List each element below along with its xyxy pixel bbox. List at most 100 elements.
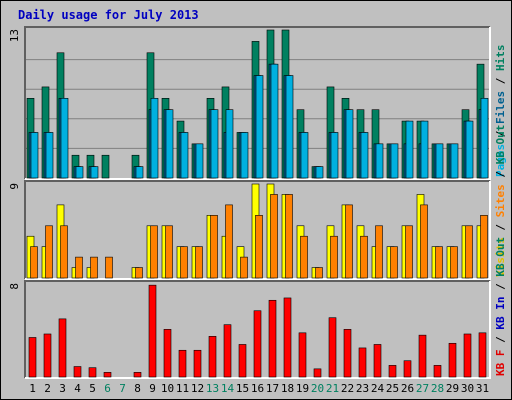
- bar-pages-day-17: [270, 63, 279, 179]
- bar-sites-day-15: [240, 256, 248, 279]
- x-label-day-31: 31: [476, 382, 489, 395]
- x-label-day-12: 12: [191, 382, 204, 395]
- legend-entry: Files: [494, 91, 507, 124]
- x-label-day-6: 6: [104, 382, 111, 395]
- bar-sites-day-19: [300, 235, 308, 279]
- x-axis-labels: 1 2 3 4 5 6 7 8 9 10 11 12 13 14 15 16 17 18 19 20 21 22 23 24 2…: [29, 382, 489, 395]
- x-label-day-11: 11: [176, 382, 189, 395]
- panel-1-shadow-edge: [24, 26, 490, 179]
- bar-kb-f-day-5: [88, 367, 97, 378]
- x-label-day-24: 24: [371, 382, 385, 395]
- bar-pages-day-27: [420, 120, 429, 179]
- bar-pages-day-2: [45, 132, 54, 179]
- bar-pages-day-22: [345, 109, 354, 179]
- bar-kb-f-day-4: [73, 366, 82, 378]
- bar-kb-f-day-28: [433, 365, 442, 378]
- bar-sites-day-16: [255, 215, 263, 279]
- bar-sites-day-21: [330, 235, 338, 279]
- x-label-day-3: 3: [59, 382, 66, 395]
- legend-entry: /: [494, 217, 507, 237]
- bar-kb-f-day-29: [448, 342, 457, 378]
- panel-3-highlight-edge: [25, 281, 491, 379]
- x-label-day-13: 13: [206, 382, 219, 395]
- bar-sites-day-13: [210, 215, 218, 279]
- panel-2-legend: Visits / Sites / KB Out: [494, 125, 507, 277]
- panel-2-highlight-edge: [25, 181, 491, 280]
- bar-hits-day-6: [101, 154, 110, 179]
- panel-2-ymax-label: 9: [8, 183, 21, 190]
- x-label-day-9: 9: [149, 382, 156, 395]
- x-label-day-23: 23: [356, 382, 369, 395]
- x-label-day-14: 14: [221, 382, 235, 395]
- bar-pages-day-4: [75, 166, 84, 179]
- bar-kb-f-day-6: [103, 372, 112, 378]
- legend-entry: /: [494, 124, 507, 144]
- bar-sites-day-9: [150, 225, 158, 279]
- bar-kb-f-day-24: [373, 344, 382, 378]
- bar-pages-day-20: [315, 166, 324, 179]
- x-label-day-8: 8: [134, 382, 141, 395]
- bar-kb-f-day-9: [148, 284, 157, 378]
- bar-kb-f-day-16: [253, 310, 262, 378]
- bar-sites-day-14: [225, 204, 233, 279]
- legend-entry: Hits: [494, 45, 507, 72]
- panel-3-shadow-edge: [24, 280, 490, 378]
- bar-sites-day-1: [30, 246, 38, 279]
- bar-pages-day-9: [150, 98, 159, 179]
- panel-2-shadow-edge: [24, 180, 490, 279]
- x-label-day-1: 1: [29, 382, 36, 395]
- x-label-day-16: 16: [251, 382, 264, 395]
- bar-pages-day-24: [375, 143, 384, 179]
- bar-pages-day-31: [480, 98, 489, 179]
- bar-kb-f-day-31: [478, 332, 487, 378]
- bar-sites-day-31: [480, 215, 488, 279]
- bar-sites-day-22: [345, 204, 353, 279]
- bar-sites-day-24: [375, 225, 383, 279]
- legend-entry: KB In: [494, 297, 507, 330]
- panel-3: 8 KB F / KB In / KB Out: [8, 237, 507, 379]
- x-label-day-5: 5: [89, 382, 96, 395]
- bar-kb-f-day-22: [343, 329, 352, 378]
- bar-pages-day-10: [165, 109, 174, 179]
- legend-entry: KB F: [494, 350, 507, 377]
- x-label-day-2: 2: [44, 382, 51, 395]
- bar-pages-day-16: [255, 75, 264, 179]
- bar-sites-day-26: [405, 225, 413, 279]
- bar-kb-f-day-17: [268, 299, 277, 378]
- bar-sites-day-8: [135, 267, 143, 279]
- bar-pages-day-8: [135, 166, 144, 179]
- bar-kb-f-day-19: [298, 332, 307, 378]
- x-label-day-26: 26: [401, 382, 414, 395]
- x-label-day-20: 20: [311, 382, 324, 395]
- legend-entry: /: [494, 330, 507, 350]
- bar-pages-day-30: [465, 120, 474, 179]
- x-label-day-17: 17: [266, 382, 279, 395]
- panel-1-highlight-edge: [25, 27, 491, 180]
- bar-pages-day-12: [195, 143, 204, 179]
- bar-sites-day-6: [105, 256, 113, 279]
- x-label-day-22: 22: [341, 382, 354, 395]
- legend-entry: Pages: [494, 144, 507, 177]
- panel-3-ymax-label: 8: [8, 283, 21, 290]
- panel-3-legend: KB F / KB In / KB Out: [494, 237, 507, 376]
- bar-sites-day-10: [165, 225, 173, 279]
- chart-panels: 13 Pages / Files / Hits 9 Visits / Sites / …: [8, 26, 507, 379]
- x-label-day-15: 15: [236, 382, 249, 395]
- bar-pages-day-13: [210, 109, 219, 179]
- x-label-day-4: 4: [74, 382, 81, 395]
- bar-kb-f-day-12: [193, 349, 202, 378]
- bar-sites-day-20: [315, 267, 323, 279]
- bar-sites-day-28: [435, 246, 443, 279]
- x-label-day-21: 21: [326, 382, 339, 395]
- legend-entry: KB Out: [494, 125, 507, 165]
- x-label-day-19: 19: [296, 382, 309, 395]
- legend-entry: /: [494, 277, 507, 297]
- bar-kb-f-day-25: [388, 365, 397, 378]
- bar-sites-day-27: [420, 204, 428, 279]
- bar-kb-f-day-21: [328, 317, 337, 378]
- bar-sites-day-18: [285, 194, 293, 279]
- x-label-day-27: 27: [416, 382, 429, 395]
- legend-entry: Sites: [494, 184, 507, 217]
- bar-sites-day-17: [270, 194, 278, 279]
